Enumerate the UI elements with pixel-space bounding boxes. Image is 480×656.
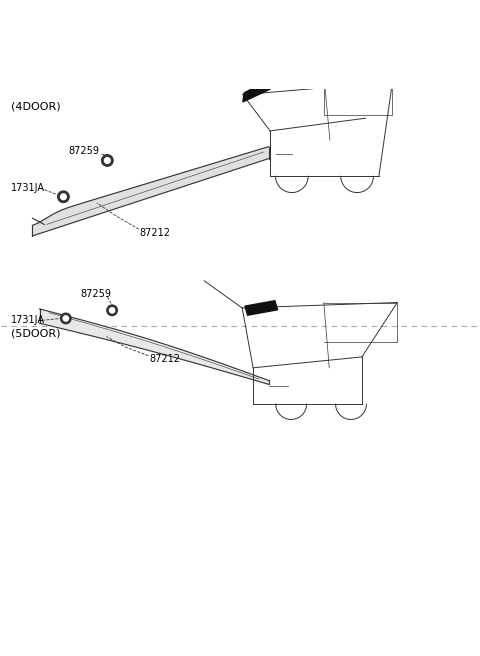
Text: 87259: 87259 (80, 289, 111, 298)
Circle shape (105, 157, 110, 163)
Polygon shape (245, 300, 277, 316)
Polygon shape (39, 309, 269, 384)
Polygon shape (33, 147, 269, 236)
Circle shape (60, 313, 71, 323)
Text: (4DOOR): (4DOOR) (11, 101, 60, 112)
Circle shape (63, 316, 69, 321)
Polygon shape (243, 80, 270, 102)
Circle shape (109, 308, 115, 313)
Circle shape (58, 191, 69, 203)
Circle shape (107, 305, 117, 316)
Text: 87212: 87212 (140, 228, 171, 237)
Circle shape (60, 194, 66, 199)
Text: 87212: 87212 (149, 354, 180, 364)
Circle shape (102, 155, 113, 166)
Text: 87259: 87259 (68, 146, 99, 156)
Text: 1731JA: 1731JA (11, 183, 45, 193)
Text: (5DOOR): (5DOOR) (11, 329, 60, 339)
Text: 1731JA: 1731JA (11, 316, 45, 325)
